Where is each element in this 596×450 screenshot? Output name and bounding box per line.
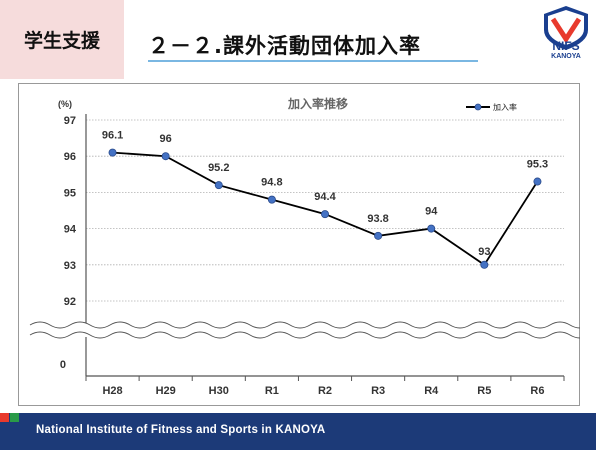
- data-label: 96.1: [102, 130, 123, 142]
- line-chart: 加入率推移 加入率 (%) 97 96 95 94 93 92 0 H28 H29 H30 R1 R2 R3 R…: [18, 83, 591, 406]
- svg-text:KANOYA: KANOYA: [558, 13, 575, 18]
- x-tick-label: R5: [477, 385, 491, 397]
- data-point: [374, 231, 383, 240]
- data-label: 96: [160, 133, 172, 145]
- footer-square-green: [10, 413, 19, 422]
- data-label: 95.3: [527, 159, 548, 171]
- logo-subname: KANOYA: [551, 53, 581, 60]
- section-label: 学生支援: [0, 0, 124, 79]
- data-point: [480, 260, 489, 269]
- logo-text: NIFS KANOYA: [538, 40, 594, 61]
- data-point: [161, 152, 170, 161]
- y-tick-label: 96: [64, 151, 76, 163]
- axis-break-line: [29, 331, 591, 339]
- y-tick-label: 94: [64, 224, 77, 236]
- data-point: [108, 148, 117, 157]
- data-point: [267, 195, 276, 204]
- x-tick-label: R6: [530, 385, 544, 397]
- y-tick-label: 97: [64, 115, 76, 127]
- y-tick-label: 0: [60, 359, 66, 371]
- y-tick-label: 93: [64, 260, 76, 272]
- axis-break-gap: [20, 323, 578, 337]
- x-tick-label: R2: [318, 385, 332, 397]
- x-tick-label: R4: [424, 385, 439, 397]
- footer-square-red: [0, 413, 9, 422]
- legend-label: 加入率: [493, 102, 517, 112]
- y-tick-label: 92: [64, 296, 76, 308]
- footer-text: National Institute of Fitness and Sports…: [36, 424, 326, 436]
- data-label: 94: [425, 206, 438, 218]
- data-label: 94.8: [261, 177, 282, 189]
- y-tick-label: 95: [64, 187, 76, 199]
- title-underline: [148, 60, 478, 62]
- x-tick-label: R3: [371, 385, 385, 397]
- data-label: 93.8: [367, 213, 388, 225]
- data-point: [533, 177, 542, 186]
- data-point: [320, 210, 329, 219]
- page-title: ２－２.課外活動団体加入率: [148, 34, 421, 58]
- x-tick-label: H28: [102, 385, 122, 397]
- chart-title: 加入率推移: [287, 96, 348, 111]
- y-unit-label: (%): [58, 99, 72, 109]
- legend-marker: [474, 103, 482, 111]
- university-logo: KANOYA: [544, 6, 588, 50]
- x-tick-label: R1: [265, 385, 279, 397]
- data-label: 94.4: [314, 191, 336, 203]
- data-label: 95.2: [208, 162, 229, 174]
- data-point: [427, 224, 436, 233]
- footer-bar: [0, 413, 596, 450]
- chart-container: 加入率推移 加入率 (%) 97 96 95 94 93 92 0 H28 H29 H30 R1 R2 R3 R…: [18, 83, 591, 406]
- x-tick-label: H29: [156, 385, 176, 397]
- axis-break-line: [29, 321, 591, 329]
- x-tick-label: H30: [209, 385, 229, 397]
- logo-name: NIFS: [552, 39, 580, 53]
- data-label: 93: [478, 246, 490, 258]
- data-point: [214, 181, 223, 190]
- chart-frame: [18, 83, 580, 406]
